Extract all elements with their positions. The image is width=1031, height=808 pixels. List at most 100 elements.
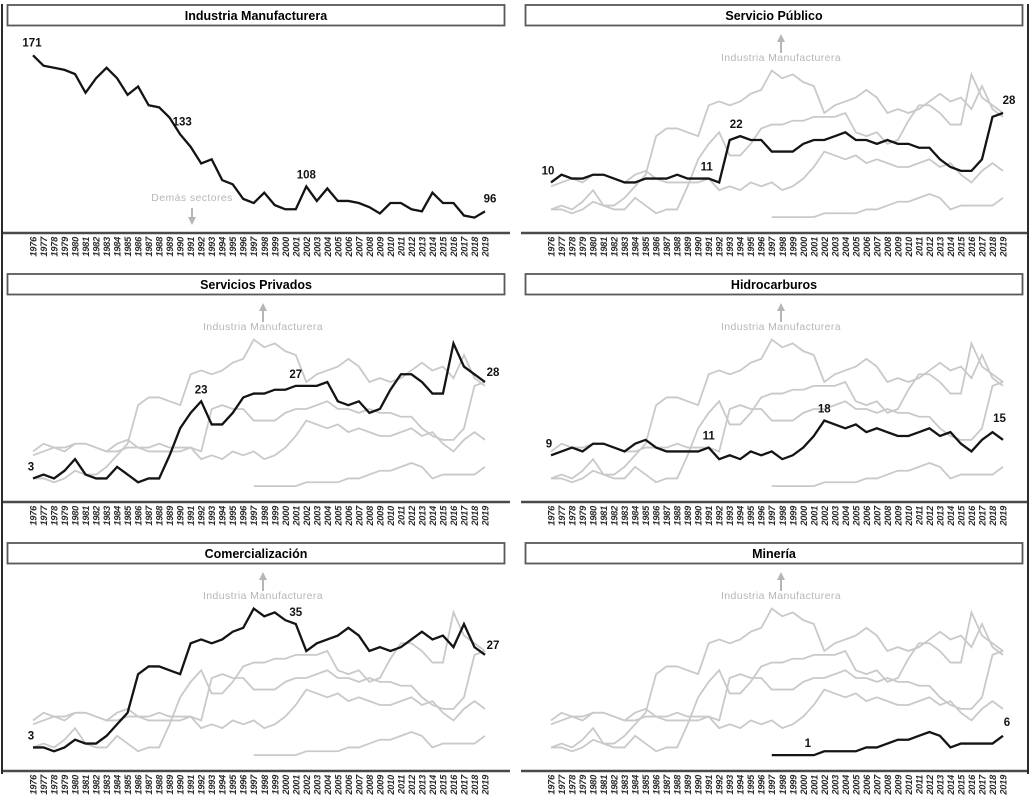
x-tick-label: 1988 [155, 505, 165, 526]
x-tick-label: 2002 [302, 505, 312, 527]
x-tick-label: 2019 [481, 774, 491, 796]
x-tick-label: 2000 [799, 774, 809, 796]
x-tick-label: 1988 [673, 505, 683, 526]
x-tick-label: 2003 [830, 237, 840, 258]
x-tick-label: 1976 [29, 236, 39, 257]
x-tick-label: 1984 [113, 506, 123, 526]
x-tick-label: 1981 [599, 506, 609, 526]
context-line-comercializaci-n [33, 338, 486, 484]
data-label: 23 [195, 384, 208, 396]
x-tick-label: 1983 [102, 237, 112, 257]
x-tick-label: 2002 [302, 236, 312, 258]
panel-title: Minería [752, 547, 797, 561]
panel-title-box [524, 273, 1024, 296]
annotation-label: Industria Manufacturera [721, 321, 841, 333]
x-tick-label: 2015 [438, 774, 448, 796]
x-tick-label: 1977 [557, 774, 567, 795]
up-arrow-head-icon [259, 303, 267, 311]
x-tick-label: 2013 [935, 775, 945, 796]
context-line-servicios-privados [550, 71, 1004, 215]
panel-title-box [6, 542, 506, 565]
x-tick-label: 1993 [207, 775, 217, 795]
x-tick-label: 2016 [449, 236, 459, 258]
up-arrow-head-icon [777, 572, 785, 580]
x-tick-label: 2014 [428, 506, 438, 527]
data-label: 1 [805, 738, 812, 750]
x-tick-label: 2009 [893, 236, 903, 258]
annotation-industria-manufacturera: Industria Manufacturera [203, 572, 323, 602]
data-label: 18 [818, 404, 831, 416]
x-tick-label: 2019 [999, 236, 1009, 258]
x-tick-label: 1993 [725, 506, 735, 526]
x-tick-label: 1999 [270, 505, 280, 526]
annotation-label: Demás sectores [151, 192, 232, 204]
x-tick-label: 1991 [186, 775, 196, 795]
panel-1: Demás sectores 171 133 108 96 1976 1977 1978 197… [3, 4, 510, 258]
x-tick-label: 2005 [851, 505, 861, 527]
x-tick-label: 2012 [925, 774, 935, 796]
x-tick-label: 2002 [820, 236, 830, 258]
context-line-servicios-privados [32, 609, 486, 753]
x-tick-label: 2002 [820, 505, 830, 527]
x-tick-label: 2004 [323, 237, 333, 258]
annotation-industria-manufacturera: Industria Manufacturera [721, 34, 841, 64]
x-tick-label: 1991 [186, 506, 196, 526]
x-tick-label: 1999 [788, 774, 798, 795]
x-tick-label: 1984 [631, 237, 641, 257]
x-tick-label: 2005 [333, 236, 343, 258]
x-tick-label: 1984 [631, 775, 641, 795]
x-tick-label: 2014 [946, 775, 956, 796]
x-tick-label: 2017 [977, 236, 987, 258]
up-arrow-head-icon [777, 303, 785, 311]
up-arrow-head-icon [777, 34, 785, 42]
x-tick-label: 1984 [113, 237, 123, 257]
x-tick-label: 2019 [999, 774, 1009, 796]
x-tick-label: 1982 [92, 774, 102, 795]
x-tick-label: 1995 [228, 774, 238, 795]
data-label: 108 [297, 169, 317, 181]
x-tick-label: 2000 [281, 774, 291, 796]
x-tick-label: 1978 [568, 236, 578, 257]
x-tick-label: 1979 [578, 236, 588, 257]
x-tick-label: 1986 [652, 505, 662, 526]
annotation-industria-manufacturera: Industria Manufacturera [721, 303, 841, 333]
figure-left-border [1, 4, 3, 774]
x-tick-label: 1995 [228, 505, 238, 526]
x-tick-label: 1981 [599, 237, 609, 257]
x-tick-label: 1992 [197, 236, 207, 257]
context-line-servicio-p-blico [550, 381, 1004, 453]
panel-title-box [524, 542, 1024, 565]
x-tick-label: 2011 [396, 506, 406, 526]
x-tick-label: 1984 [631, 506, 641, 526]
x-tick-label: 1999 [788, 505, 798, 526]
data-label: 27 [289, 369, 302, 381]
x-tick-label: 1988 [155, 774, 165, 795]
x-tick-label: 2017 [459, 774, 469, 796]
data-label: 171 [22, 37, 42, 49]
data-label: 9 [546, 438, 552, 450]
up-arrow-head-icon [259, 572, 267, 580]
x-tick-label: 1982 [92, 505, 102, 526]
x-tick-label: 1985 [123, 505, 133, 526]
annotation-label: Industria Manufacturera [203, 590, 323, 602]
x-tick-label: 1976 [29, 774, 39, 795]
x-tick-label: 1982 [92, 236, 102, 257]
x-tick-label: 1993 [207, 237, 217, 257]
x-tick-label: 2004 [841, 237, 851, 258]
x-tick-label: 1977 [39, 505, 49, 526]
x-tick-label: 1980 [71, 774, 81, 795]
x-tick-label: 2007 [354, 505, 364, 527]
context-line-hidrocarburos [32, 688, 486, 730]
x-tick-label: 1985 [123, 236, 133, 257]
x-tick-label: 1990 [694, 774, 704, 795]
x-tick-label: 2017 [459, 505, 469, 527]
x-tick-label: 1994 [736, 775, 746, 795]
x-tick-label: 2004 [323, 506, 333, 527]
context-line-comercializaci-n [551, 69, 1004, 215]
panel-title: Servicios Privados [200, 278, 312, 292]
x-tick-label: 1980 [71, 236, 81, 257]
context-line-comercializaci-n [551, 607, 1004, 753]
